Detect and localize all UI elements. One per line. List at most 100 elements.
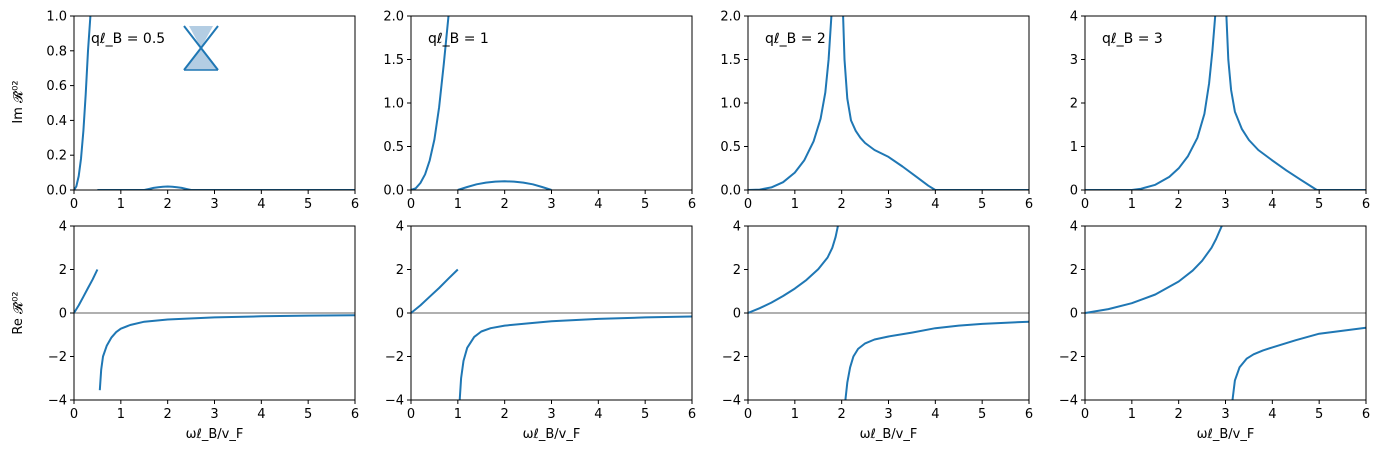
y-tick-label: 0.0	[720, 184, 741, 199]
series-line-1	[98, 314, 355, 391]
x-tick-label: 5	[304, 407, 312, 422]
cone-upper-fill	[189, 26, 213, 48]
series-line-0	[748, 16, 833, 190]
y-tick-label: 2	[396, 263, 404, 278]
x-tick-label: 4	[594, 407, 602, 422]
x-axis-label: ωℓ_B/v_F	[186, 427, 244, 442]
x-tick-label: 5	[1315, 197, 1323, 212]
x-tick-label: 0	[744, 407, 752, 422]
x-tick-label: 3	[1221, 197, 1229, 212]
x-tick-label: 3	[210, 197, 218, 212]
y-tick-label: −4	[1059, 394, 1078, 409]
panel-im-0: 0 1 2 3 4 5 6 0.0 0.2 0.4 0.6 0.8 1.0 qℓ_B = 0.5	[46, 10, 359, 213]
y-tick-label: 0.2	[46, 149, 67, 164]
x-tick-label: 5	[641, 407, 649, 422]
y-tick-label: −2	[1059, 350, 1078, 365]
x-tick-label: 1	[791, 407, 799, 422]
y-tick-label: 4	[59, 220, 67, 235]
panel-re-0: 0 1 2 3 4 5 6 −4 −2 0 2 4 ωℓ_B/v_F	[48, 220, 359, 443]
x-tick-label: 3	[884, 197, 892, 212]
y-tick-label: 2	[1070, 263, 1078, 278]
x-tick-label: 1	[117, 407, 125, 422]
y-tick-label: 0.5	[383, 140, 404, 155]
cone-lower-fill	[184, 48, 218, 70]
series-line-1	[1225, 16, 1366, 190]
x-tick-label: 3	[884, 407, 892, 422]
y-tick-label: −2	[722, 350, 741, 365]
y-tick-label: 2	[59, 263, 67, 278]
x-tick-label: 6	[351, 407, 359, 422]
x-tick-label: 5	[641, 197, 649, 212]
y-tick-label: 0	[396, 307, 404, 322]
series-line-0	[1085, 16, 1217, 190]
y-tick-label: 1.5	[720, 53, 741, 68]
series-line-1	[458, 315, 692, 400]
x-tick-label: 0	[1081, 407, 1089, 422]
panel-re-3: 0 1 2 3 4 5 6 −4 −2 0 2 4 ωℓ_B/v_F	[1059, 220, 1370, 443]
y-tick-label: −4	[722, 394, 741, 409]
y-tick-label: 1.0	[46, 10, 67, 25]
x-tick-label: 6	[1025, 197, 1033, 212]
x-tick-label: 2	[501, 197, 509, 212]
x-tick-label: 3	[210, 407, 218, 422]
y-tick-label: 3	[1070, 53, 1078, 68]
x-tick-label: 5	[304, 197, 312, 212]
x-tick-label: 3	[547, 407, 555, 422]
y-tick-label: −2	[385, 350, 404, 365]
y-tick-label: −2	[48, 350, 67, 365]
y-tick-label: 0.6	[46, 79, 67, 94]
x-tick-label: 2	[164, 197, 172, 212]
y-tick-label: 0	[733, 307, 741, 322]
row-ylabel-re: Re 𝓡̂⁰²	[11, 291, 26, 334]
y-tick-label: 0.5	[720, 140, 741, 155]
x-tick-label: 2	[164, 407, 172, 422]
x-tick-label: 2	[838, 407, 846, 422]
panels: 0 1 2 3 4 5 6 0.0 0.2 0.4 0.6 0.8 1.0 qℓ_B = 0.5 0 1 2 3 4…	[46, 10, 1370, 443]
x-tick-label: 4	[594, 197, 602, 212]
x-tick-label: 0	[407, 407, 415, 422]
y-tick-label: 4	[1070, 10, 1078, 25]
x-tick-label: 6	[1362, 197, 1370, 212]
x-tick-label: 6	[1362, 407, 1370, 422]
series-line-0	[74, 16, 92, 190]
panel-re-1: 0 1 2 3 4 5 6 −4 −2 0 2 4 ωℓ_B/v_F	[385, 220, 696, 443]
panel-im-2: 0 1 2 3 4 5 6 0.0 0.5 1.0 1.5 2.0 qℓ_B = 2	[720, 10, 1033, 213]
y-tick-label: 0.0	[383, 184, 404, 199]
y-tick-label: 0.8	[46, 44, 67, 59]
x-tick-label: 2	[1175, 407, 1183, 422]
x-tick-label: 1	[791, 197, 799, 212]
x-tick-label: 1	[454, 407, 462, 422]
x-tick-label: 0	[1081, 197, 1089, 212]
series-line-1	[457, 180, 552, 190]
series-line-1	[97, 185, 355, 190]
panel-re-2: 0 1 2 3 4 5 6 −4 −2 0 2 4 ωℓ_B/v_F	[722, 220, 1033, 443]
y-tick-label: 2.0	[383, 10, 404, 25]
x-tick-label: 2	[501, 407, 509, 422]
y-tick-label: 4	[733, 220, 741, 235]
y-tick-label: 1	[1070, 140, 1078, 155]
y-tick-label: 0	[59, 307, 67, 322]
x-tick-label: 4	[257, 197, 265, 212]
y-tick-label: 1.0	[383, 97, 404, 112]
row-ylabel-im: Im 𝓡̂⁰²	[11, 80, 26, 123]
y-tick-label: 1.0	[720, 97, 741, 112]
x-tick-label: 4	[1268, 197, 1276, 212]
y-tick-label: 2	[1070, 97, 1078, 112]
x-tick-label: 6	[688, 197, 696, 212]
y-tick-label: 0	[1070, 184, 1078, 199]
panel-label: qℓ_B = 0.5	[91, 31, 165, 47]
y-tick-label: 0.4	[46, 114, 67, 129]
y-tick-label: 1.5	[383, 53, 404, 68]
y-tick-label: −4	[48, 394, 67, 409]
x-tick-label: 5	[978, 197, 986, 212]
x-tick-label: 0	[70, 407, 78, 422]
x-tick-label: 6	[688, 407, 696, 422]
x-tick-label: 6	[351, 197, 359, 212]
x-tick-label: 1	[454, 197, 462, 212]
x-tick-label: 4	[931, 197, 939, 212]
series-line-0	[1085, 226, 1223, 314]
y-tick-label: 0.0	[46, 184, 67, 199]
panel-label: qℓ_B = 1	[428, 31, 489, 47]
series-line-1	[1231, 326, 1366, 400]
